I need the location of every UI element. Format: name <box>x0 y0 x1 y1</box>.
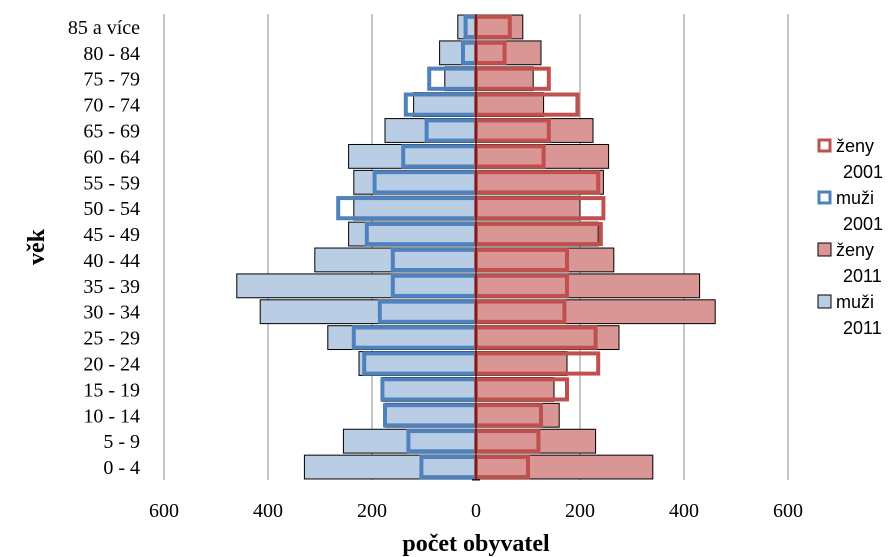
y-tick-label-8: 40 - 44 <box>83 250 140 272</box>
legend-swatch-muži-2011 <box>817 294 832 309</box>
x-axis-title: počet obyvatel <box>402 531 550 557</box>
y-tick-label-13: 65 - 69 <box>83 121 140 143</box>
x-tick-label-4: 200 <box>565 500 595 522</box>
legend: ženy 2001 muži 2001 ženy 2011 muži 2011 <box>817 136 883 338</box>
legend-label-ženy-2011: ženy <box>836 240 874 260</box>
legend-swatch-muži-2001 <box>817 190 832 205</box>
legend-label-ženy-2001-year: 2001 <box>843 162 883 182</box>
legend-label-muži-2001-year: 2001 <box>843 214 883 234</box>
bars-2011 <box>236 14 716 480</box>
y-tick-label-3: 15 - 19 <box>83 379 140 401</box>
legend-swatch-ženy-2001 <box>817 138 832 153</box>
y-tick-label-16: 80 - 84 <box>83 43 140 65</box>
legend-label-ženy-2011-year: 2011 <box>843 266 882 286</box>
x-tick-label-1: 400 <box>253 500 283 522</box>
y-tick-labels: 0 - 4 5 - 9 10 - 14 15 - 19 20 - 24 25 - 29 30… <box>68 17 140 479</box>
y-tick-label-4: 20 - 24 <box>83 354 140 376</box>
y-tick-label-1: 5 - 9 <box>103 431 140 453</box>
y-tick-label-7: 35 - 39 <box>83 276 140 298</box>
x-tick-label-3: 0 <box>471 500 481 522</box>
legend-label-muži-2011-year: 2011 <box>843 318 882 338</box>
x-tick-label-6: 600 <box>773 500 803 522</box>
y-tick-label-2: 10 - 14 <box>83 405 140 427</box>
y-tick-label-9: 45 - 49 <box>83 224 140 246</box>
y-tick-label-15: 75 - 79 <box>83 69 140 91</box>
y-tick-label-14: 70 - 74 <box>83 95 140 117</box>
x-tick-label-2: 200 <box>357 500 387 522</box>
gridlines <box>163 14 789 480</box>
legend-label-muži-2011: muži <box>836 292 874 312</box>
legend-label-muži-2001: muži <box>836 188 874 208</box>
legend-swatch-ženy-2011 <box>817 242 832 257</box>
y-tick-label-12: 60 - 64 <box>83 146 140 168</box>
y-tick-label-0: 0 - 4 <box>103 457 140 479</box>
y-tick-label-11: 55 - 59 <box>83 172 140 194</box>
x-tick-labels: 600 400 200 0 200 400 600 <box>149 500 803 522</box>
x-tick-label-0: 600 <box>149 500 179 522</box>
y-tick-label-6: 30 - 34 <box>83 302 140 324</box>
y-tick-label-5: 25 - 29 <box>83 328 140 350</box>
legend-label-ženy-2001: ženy <box>836 136 874 156</box>
x-tick-label-5: 400 <box>669 500 699 522</box>
y-axis-title: věk <box>24 228 50 265</box>
y-tick-label-17: 85 a více <box>68 17 140 39</box>
y-tick-label-10: 50 - 54 <box>83 198 140 220</box>
